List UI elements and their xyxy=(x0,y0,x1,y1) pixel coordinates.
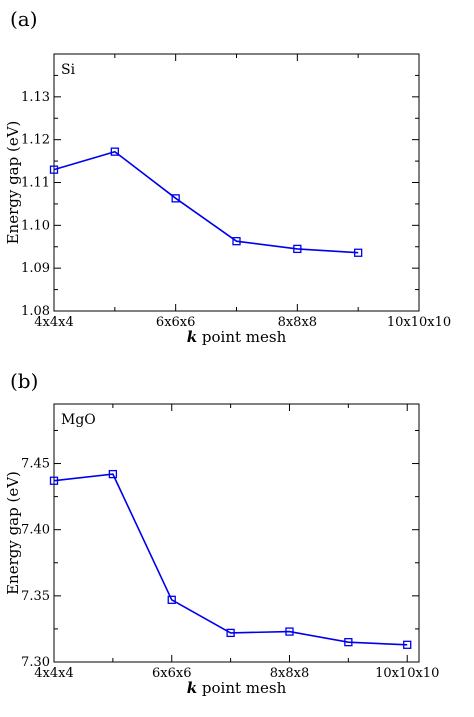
panel-a-x-tick-label: 10x10x10 xyxy=(387,315,451,330)
panel-b-data-point xyxy=(167,595,176,604)
panel-b-x-tick-label: 6x6x6 xyxy=(152,666,191,681)
panel-a-data-point xyxy=(232,237,241,246)
panel-a-y-tick-label: 1.09 xyxy=(21,261,50,276)
panel-a-x-tick-label: 4x4x4 xyxy=(34,315,73,330)
panel-b-y-tick-label: 7.35 xyxy=(21,589,50,604)
panel-b-label: (b) xyxy=(10,369,38,393)
panel-a-y-tick-label: 1.13 xyxy=(21,90,50,105)
panel-a-label: (a) xyxy=(10,7,38,31)
panel-a-y-tick-label: 1.10 xyxy=(21,218,50,233)
panel-a-x-tick-label: 8x8x8 xyxy=(278,315,317,330)
panel-a-series-line xyxy=(53,150,359,254)
panel-b-y-tick-label: 7.45 xyxy=(21,457,50,472)
panel-b-plot-frame xyxy=(53,403,420,663)
panel-b-series-line xyxy=(53,473,408,646)
panel-b-x-tick-label: 4x4x4 xyxy=(34,666,73,681)
panel-a-data-point xyxy=(171,194,180,203)
panel-a-data-point xyxy=(110,147,119,156)
panel-a-data-point xyxy=(49,165,59,174)
panel-a-y-tick-label: 1.11 xyxy=(21,176,50,191)
panel-a-data-point xyxy=(293,244,302,254)
panel-b-x-tick-label: 8x8x8 xyxy=(270,666,309,681)
panel-b-y-tick-label: 7.30 xyxy=(21,655,50,670)
panel-b-data-point xyxy=(108,469,118,479)
panel-b-x-axis-title: k point mesh xyxy=(187,679,287,697)
panel-b-y-axis-title: Energy gap (eV) xyxy=(4,471,22,595)
panel-a-x-tick-label: 6x6x6 xyxy=(156,315,195,330)
panel-a-y-tick-label: 1.08 xyxy=(21,304,50,319)
panel-a-y-tick-label: 1.12 xyxy=(21,133,50,148)
panel-b-inner-label: MgO xyxy=(61,412,96,428)
panel-b-y-tick-label: 7.40 xyxy=(21,523,50,538)
panel-a-x-axis-title: k point mesh xyxy=(187,328,287,346)
panel-b-data-point xyxy=(226,628,235,638)
panel-b-x-tick-label: 10x10x10 xyxy=(375,666,439,681)
panel-a-data-point xyxy=(354,248,363,257)
panel-b-data-point xyxy=(285,627,294,636)
panel-a-y-axis-title: Energy gap (eV) xyxy=(4,121,22,245)
panel-a-inner-label: Si xyxy=(61,62,76,78)
panel-b-data-point xyxy=(49,476,59,485)
panel-a-plot-frame xyxy=(53,53,420,312)
panel-b-data-point xyxy=(344,638,353,647)
panel-b-data-point xyxy=(403,640,412,649)
